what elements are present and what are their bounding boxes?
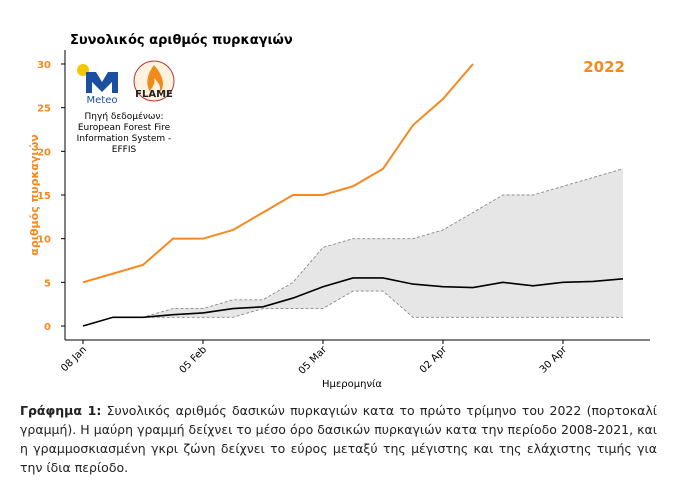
y-axis-label: αριθμός πυρκαγιών — [28, 134, 41, 255]
flame-logo: FLAME — [133, 60, 175, 102]
logo-text: FLAME — [135, 89, 173, 100]
x-tick-label: 08 Jan — [59, 344, 89, 374]
y-tick-label: 15 — [37, 191, 51, 202]
series-line — [82, 63, 474, 284]
chart-title: Συνολικός αριθμός πυρκαγιών — [70, 33, 293, 48]
range-area — [83, 168, 623, 327]
chart: Συνολικός αριθμός πυρκαγιών Meteo FLAME … — [28, 33, 650, 390]
source-text: EFFIS — [112, 145, 137, 155]
x-axis-label: Ημερομηνία — [322, 378, 382, 390]
y-tick-label: 30 — [37, 60, 51, 71]
series-line — [82, 277, 624, 327]
y-tick-label: 10 — [37, 235, 51, 246]
caption-text: Συνολικός αριθμός δασικών πυρκαγιών κατα… — [20, 403, 657, 475]
caption-label: Γράφημα 1: — [20, 403, 102, 418]
x-tick-label: 05 Feb — [178, 344, 210, 376]
meteo-logo: Meteo — [77, 64, 118, 106]
legend-label: 2022 — [583, 58, 625, 76]
x-tick-label: 05 Mar — [297, 344, 330, 377]
source-text: Information System - — [77, 134, 172, 144]
x-tick-label: 30 Apr — [538, 344, 570, 376]
source-text: European Forest Fire — [78, 123, 171, 133]
y-tick-label: 0 — [44, 322, 51, 333]
range-min — [82, 290, 623, 327]
source-text: Πηγή δεδομένων: — [85, 111, 164, 122]
caption: Γράφημα 1: Συνολικός αριθμός δασικών πυρ… — [20, 401, 657, 477]
logo-text: Meteo — [87, 95, 118, 106]
y-tick-label: 5 — [44, 278, 51, 289]
x-tick-label: 02 Apr — [418, 344, 450, 376]
range-max — [82, 168, 624, 327]
y-tick-label: 20 — [37, 147, 51, 158]
y-tick-label: 25 — [37, 104, 51, 115]
